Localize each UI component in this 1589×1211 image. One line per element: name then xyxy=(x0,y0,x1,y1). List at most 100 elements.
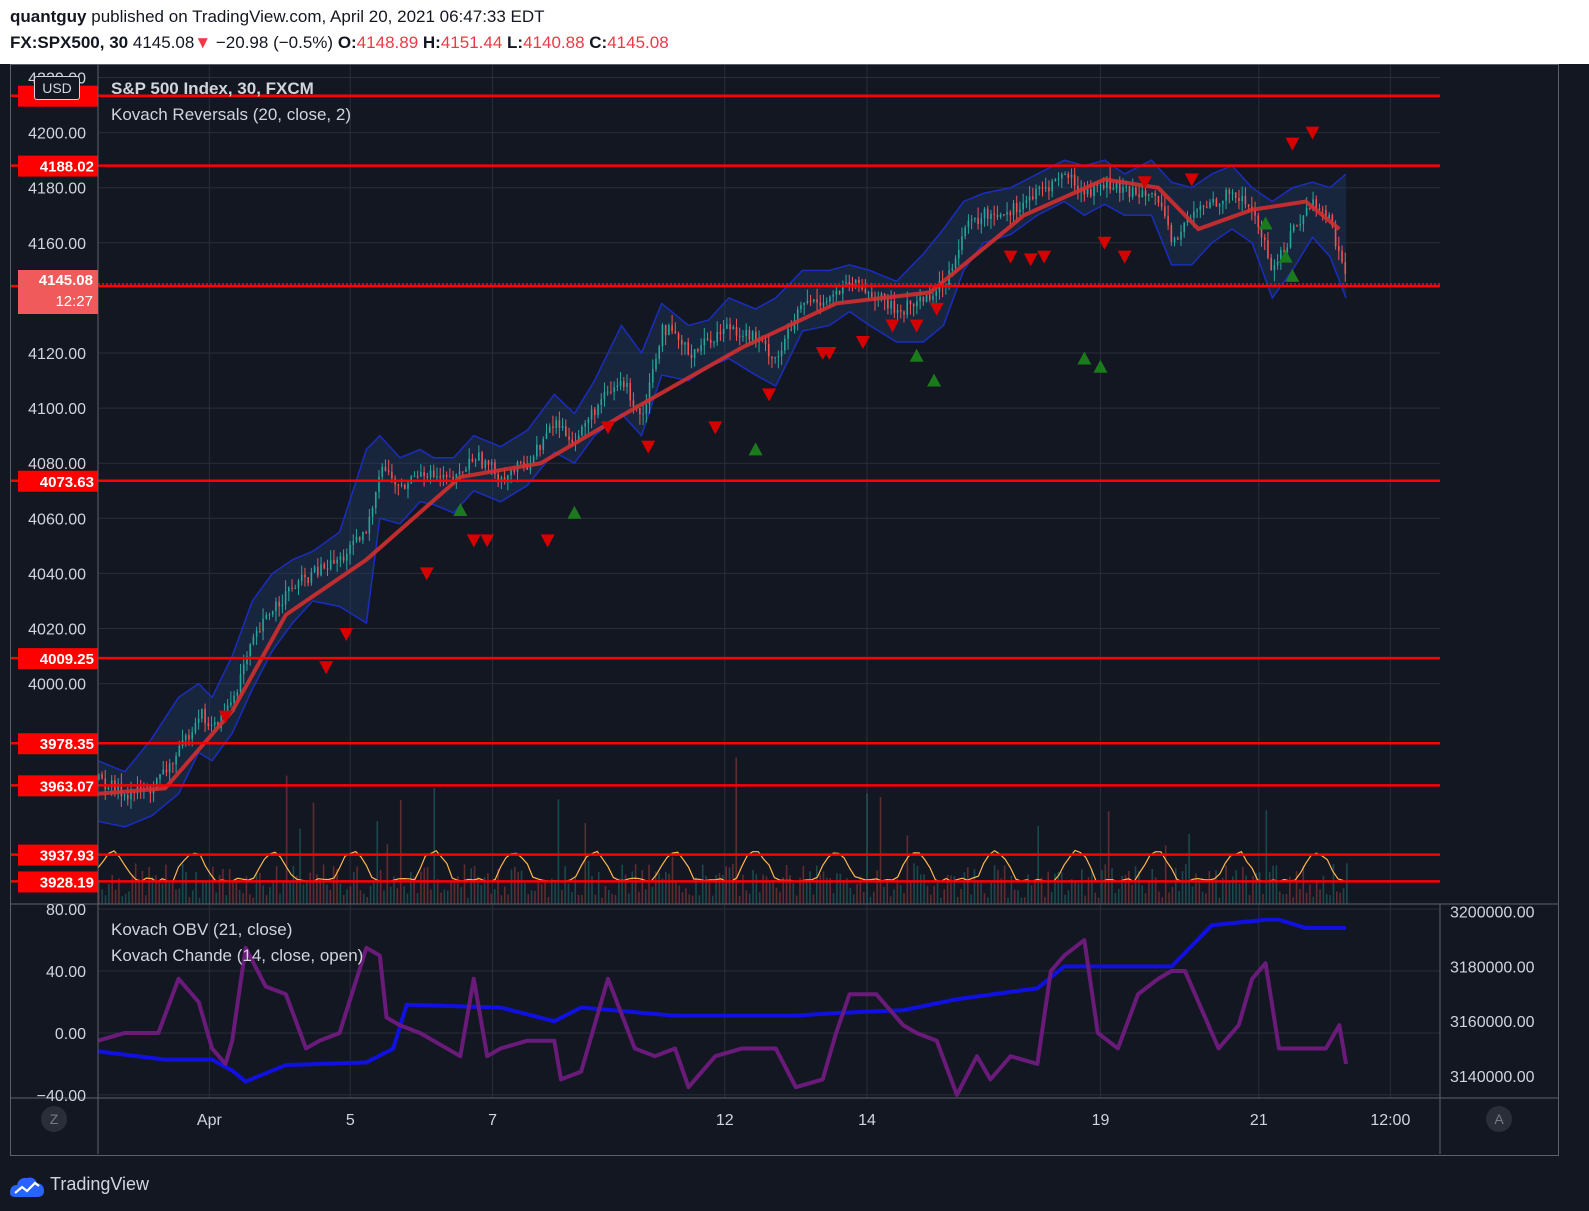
candle-body xyxy=(1244,196,1247,205)
volume-bar xyxy=(1003,865,1006,904)
candle-body xyxy=(445,474,448,477)
candle-body xyxy=(1286,247,1289,252)
volume-bar xyxy=(121,896,124,904)
candle-body xyxy=(374,491,377,509)
candle-body xyxy=(545,432,548,439)
candle-body xyxy=(1222,200,1224,205)
candle-body xyxy=(829,296,831,302)
candle-body xyxy=(1267,240,1269,258)
volume-bar xyxy=(1268,871,1271,904)
volume-bar xyxy=(658,873,660,904)
candle-body xyxy=(1254,210,1256,216)
candle-body xyxy=(226,705,229,712)
candle-body xyxy=(1131,187,1134,198)
volume-bar xyxy=(467,897,469,904)
candle-body xyxy=(584,423,586,427)
candle-body xyxy=(101,774,103,779)
volume-bar xyxy=(889,896,892,904)
volume-bar xyxy=(356,866,358,904)
volume-bar xyxy=(1017,890,1019,904)
buy-reversal-marker xyxy=(927,373,942,387)
candle-body xyxy=(651,369,654,383)
volume-bar xyxy=(168,880,171,904)
volume-bar xyxy=(873,891,875,904)
main-legend-title[interactable]: S&P 500 Index, 30, FXCM xyxy=(111,79,314,98)
candle-body xyxy=(552,426,554,429)
candle-body xyxy=(213,722,216,725)
candle-body xyxy=(996,214,999,218)
candle-body xyxy=(1093,183,1095,197)
currency-badge[interactable]: USD xyxy=(34,76,80,100)
candle-body xyxy=(1276,261,1279,266)
volume-bar xyxy=(195,872,197,904)
volume-bar xyxy=(735,757,738,904)
candle-body xyxy=(271,611,274,615)
price-tick-label: 4000.00 xyxy=(28,677,86,694)
volume-bar xyxy=(527,894,530,904)
volume-bar xyxy=(423,867,426,904)
candle-body xyxy=(1289,231,1292,248)
volume-bar xyxy=(836,873,838,904)
volume-bar xyxy=(1185,864,1187,904)
candle-body xyxy=(835,290,838,295)
candle-body xyxy=(519,462,522,464)
volume-bar xyxy=(104,895,107,904)
author-name[interactable]: quantguy xyxy=(10,7,87,26)
candle-body xyxy=(742,336,744,338)
auto-scale-button[interactable]: A xyxy=(1486,1106,1512,1132)
chande-legend[interactable]: Kovach Chande (14, close, open) xyxy=(111,946,364,965)
tradingview-logo-icon[interactable] xyxy=(8,1173,46,1199)
volume-bar xyxy=(1292,897,1294,904)
volume-bar xyxy=(1335,891,1338,904)
indicator-legend[interactable]: Kovach Reversals (20, close, 2) xyxy=(111,105,351,124)
volume-bar xyxy=(202,882,204,904)
volume-bar xyxy=(812,894,815,904)
volume-bar xyxy=(1064,894,1066,904)
candle-body xyxy=(1170,225,1173,242)
candle-body xyxy=(155,778,158,789)
volume-bar xyxy=(289,880,291,904)
volume-bar xyxy=(1218,897,1221,904)
candle-body xyxy=(310,572,313,583)
candle-body xyxy=(722,328,725,334)
volume-bar xyxy=(695,877,697,904)
down-arrow-icon: ▼ xyxy=(194,33,212,52)
candle-body xyxy=(983,208,986,219)
candle-body xyxy=(1164,206,1166,217)
candle-body xyxy=(1193,211,1195,218)
sell-reversal-marker xyxy=(762,388,776,402)
volume-bar xyxy=(1262,893,1264,904)
candle-body xyxy=(967,220,970,228)
volume-bar xyxy=(688,894,691,904)
zoom-button[interactable]: Z xyxy=(41,1106,67,1132)
volume-bar xyxy=(1077,883,1080,904)
candle-body xyxy=(146,786,148,788)
candle-body xyxy=(478,452,480,461)
volume-bar xyxy=(222,868,224,904)
volume-bar xyxy=(883,886,885,904)
volume-bar xyxy=(1319,889,1321,904)
volume-bar xyxy=(856,883,858,904)
sell-reversal-marker xyxy=(855,335,870,349)
obv-legend[interactable]: Kovach OBV (21, close) xyxy=(111,920,293,939)
volume-bar xyxy=(732,863,734,904)
volume-bar xyxy=(1144,893,1147,904)
volume-bar xyxy=(762,874,764,904)
low-value: 4140.88 xyxy=(523,33,585,52)
volume-bar xyxy=(262,885,264,904)
candle-body xyxy=(1090,189,1092,197)
volume-bar xyxy=(352,872,355,904)
volume-bar xyxy=(403,886,405,904)
volume-bar xyxy=(1057,871,1060,904)
time-tick-label: 21 xyxy=(1250,1112,1268,1129)
volume-bar xyxy=(1245,875,1248,904)
candle-body xyxy=(1051,181,1053,192)
volume-bar xyxy=(628,893,630,904)
volume-bar xyxy=(775,887,778,904)
candle-body xyxy=(220,712,222,728)
candle-body xyxy=(1138,194,1140,198)
candle-body xyxy=(490,462,493,465)
candle-body xyxy=(777,356,780,358)
footer-brand[interactable]: TradingView xyxy=(50,1174,150,1194)
volume-bar xyxy=(1312,896,1315,904)
